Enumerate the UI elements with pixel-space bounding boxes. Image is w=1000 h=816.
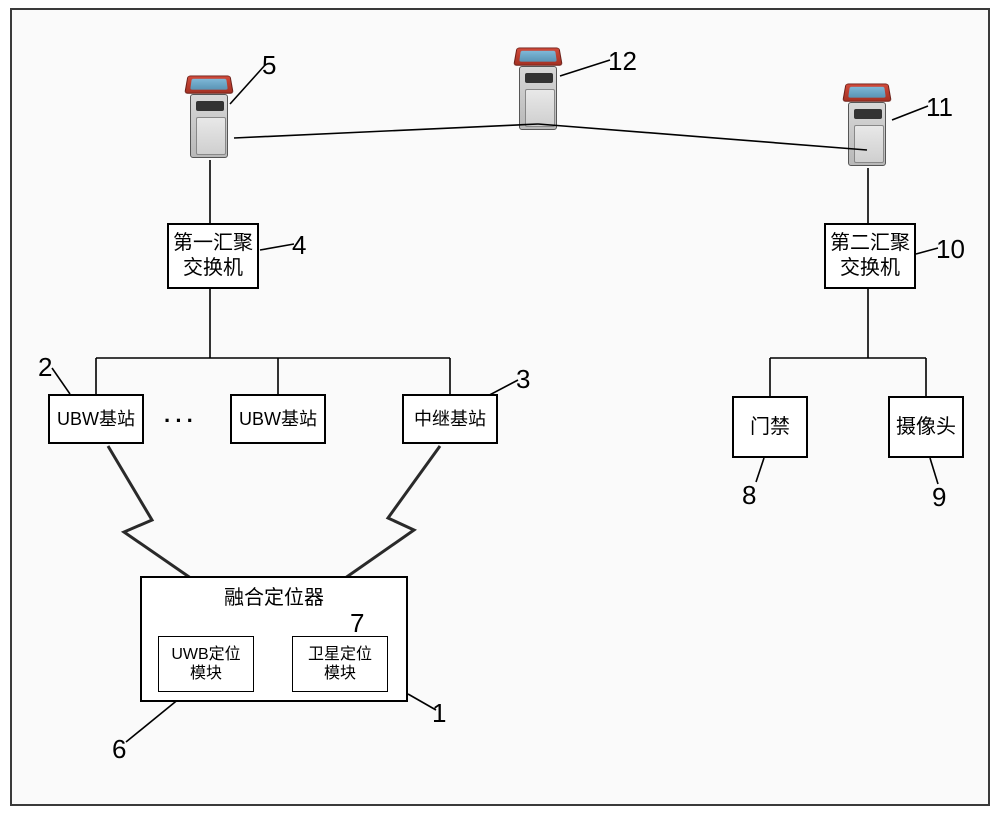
ubw-station-2-label: UBW基站 <box>239 408 317 431</box>
ubw-station-1-box: UBW基站 <box>48 394 144 444</box>
uwb-module-box: UWB定位模块 <box>158 636 254 692</box>
switch-2-label: 第二汇聚交换机 <box>830 231 910 281</box>
diagram-frame: 第一汇聚交换机 第二汇聚交换机 UBW基站 UBW基站 中继基站 门禁 摄像头 … <box>10 8 990 806</box>
label-2: 2 <box>38 352 52 383</box>
switch-1-box: 第一汇聚交换机 <box>167 223 259 289</box>
label-1: 1 <box>432 698 446 729</box>
label-11: 11 <box>926 92 953 123</box>
camera-label: 摄像头 <box>896 415 956 440</box>
label-4: 4 <box>292 230 306 261</box>
label-9: 9 <box>932 482 946 513</box>
label-8: 8 <box>742 480 756 511</box>
fusion-locator-box: 融合定位器 UWB定位模块 卫星定位模块 <box>140 576 408 702</box>
camera-box: 摄像头 <box>888 396 964 458</box>
gate-box: 门禁 <box>732 396 808 458</box>
label-12: 12 <box>608 46 637 77</box>
ubw-station-2-box: UBW基站 <box>230 394 326 444</box>
label-7: 7 <box>350 608 364 639</box>
label-6: 6 <box>112 734 126 765</box>
switch-2-box: 第二汇聚交换机 <box>824 223 916 289</box>
server-12 <box>513 48 563 132</box>
relay-station-label: 中继基站 <box>414 408 486 431</box>
switch-1-label: 第一汇聚交换机 <box>173 231 253 281</box>
server-5 <box>184 76 234 160</box>
label-5: 5 <box>262 50 276 81</box>
gate-label: 门禁 <box>750 415 790 440</box>
label-3: 3 <box>516 364 530 395</box>
uwb-module-label: UWB定位模块 <box>171 645 240 683</box>
server-11 <box>842 84 892 168</box>
relay-station-box: 中继基站 <box>402 394 498 444</box>
fusion-locator-title: 融合定位器 <box>224 586 324 611</box>
ubw-station-1-label: UBW基站 <box>57 408 135 431</box>
satellite-module-label: 卫星定位模块 <box>308 645 372 683</box>
label-10: 10 <box>936 234 965 265</box>
satellite-module-box: 卫星定位模块 <box>292 636 388 692</box>
ellipsis: ··· <box>164 408 198 434</box>
